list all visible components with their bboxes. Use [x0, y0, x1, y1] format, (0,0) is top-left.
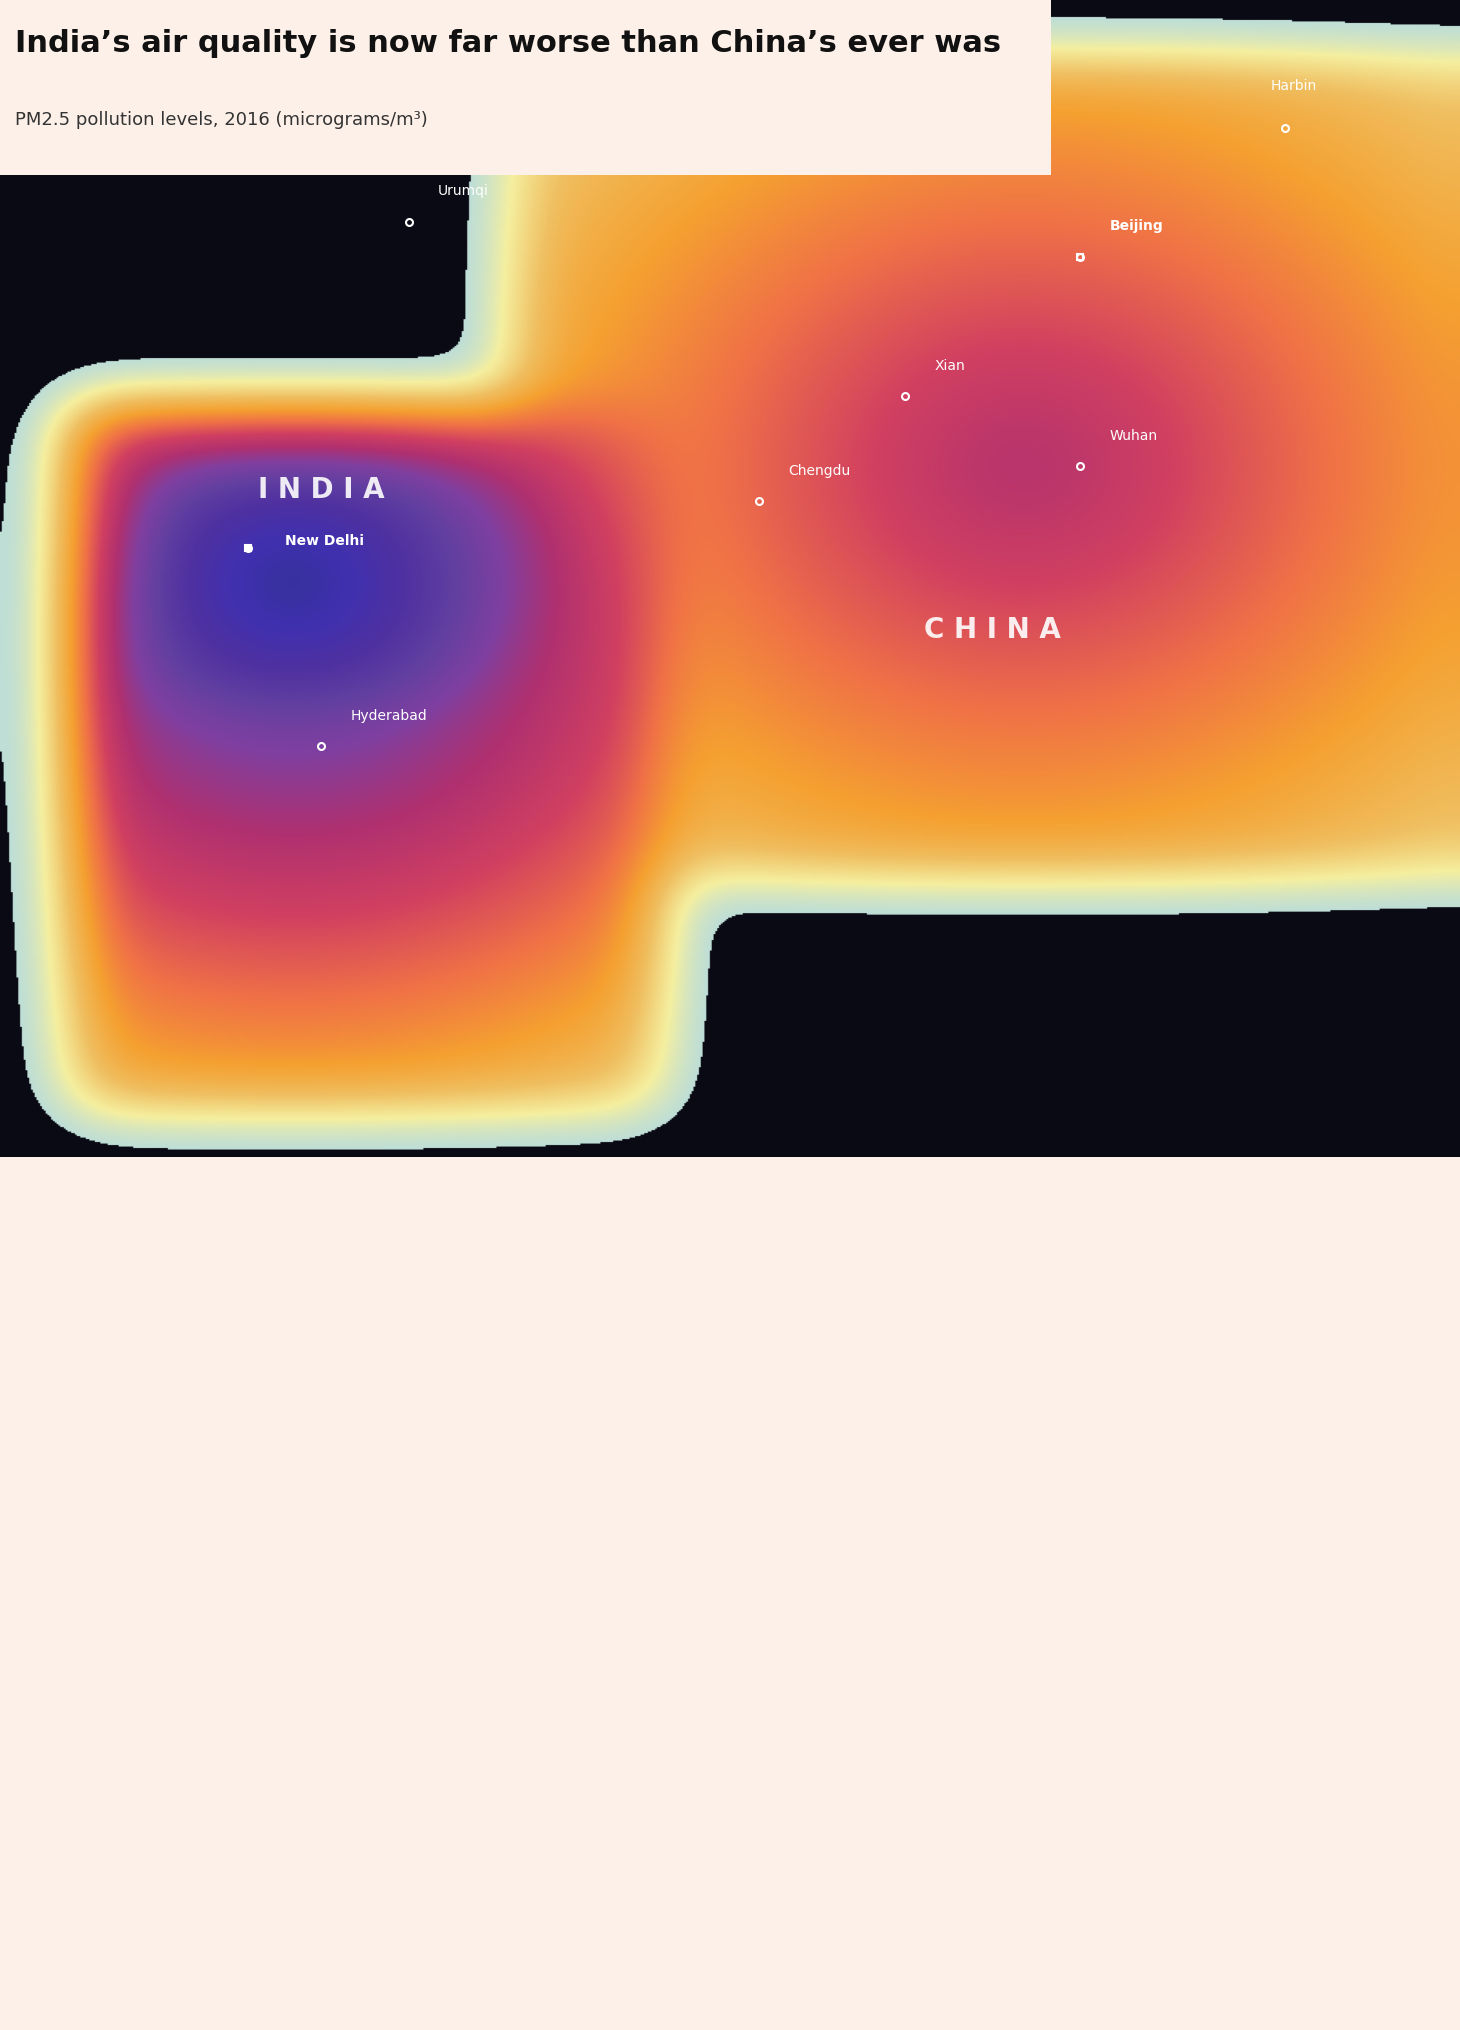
- Bar: [825, 1661, 866, 1943]
- Bar: [67, 1890, 108, 1943]
- Text: 4x: 4x: [1023, 1248, 1037, 1259]
- Text: 9x: 9x: [1286, 1248, 1301, 1259]
- Bar: [9, 1935, 50, 1943]
- Bar: [1267, 1267, 1320, 1322]
- Bar: [1177, 1876, 1218, 1943]
- Bar: [301, 1713, 342, 1943]
- Text: Hyderabad: Hyderabad: [350, 708, 428, 723]
- Text: © FT: © FT: [15, 2012, 48, 2026]
- Bar: [126, 1527, 166, 1943]
- Bar: [1372, 1267, 1425, 1322]
- Bar: [950, 1267, 1003, 1322]
- Bar: [359, 1819, 400, 1943]
- Bar: [898, 1267, 950, 1322]
- Bar: [1057, 1267, 1110, 1322]
- Bar: [594, 1778, 635, 1943]
- Bar: [418, 1839, 460, 1943]
- Bar: [1410, 1941, 1451, 1943]
- Bar: [1294, 1935, 1334, 1943]
- Text: I N D I A: I N D I A: [258, 475, 384, 503]
- Text: C H I N A: C H I N A: [924, 615, 1061, 644]
- Text: China: China: [793, 1271, 848, 1291]
- Text: New Delhi: New Delhi: [285, 534, 364, 548]
- Text: Chengdu: Chengdu: [788, 465, 851, 479]
- Bar: [1118, 1819, 1159, 1943]
- Bar: [1235, 1914, 1276, 1943]
- Bar: [536, 1790, 577, 1943]
- Text: % above the
WHO’s safe limit: % above the WHO’s safe limit: [448, 1683, 564, 1715]
- Bar: [1352, 1941, 1393, 1943]
- FancyBboxPatch shape: [0, 0, 1051, 175]
- Bar: [653, 1839, 694, 1943]
- Text: Harbin: Harbin: [1270, 79, 1317, 93]
- Bar: [942, 1427, 983, 1943]
- Bar: [845, 1267, 898, 1322]
- Text: Wuhan: Wuhan: [1110, 428, 1158, 443]
- Bar: [1162, 1267, 1215, 1322]
- Text: Xian: Xian: [934, 359, 965, 374]
- Text: PM2.5 pollution levels, 2016 (micrograms/m³): PM2.5 pollution levels, 2016 (micrograms…: [15, 112, 428, 128]
- Bar: [1110, 1267, 1162, 1322]
- Bar: [477, 1790, 518, 1943]
- Bar: [1003, 1267, 1057, 1322]
- Text: 0x: 0x: [813, 1248, 826, 1259]
- Bar: [766, 1906, 807, 1943]
- Text: India’s air quality is now far worse than China’s ever was: India’s air quality is now far worse tha…: [15, 28, 1000, 59]
- Text: 3x: 3x: [971, 1248, 984, 1259]
- Text: 7x: 7x: [1181, 1248, 1194, 1259]
- Text: 6x: 6x: [1129, 1248, 1142, 1259]
- Text: Urumqi: Urumqi: [438, 185, 489, 199]
- Bar: [1000, 1608, 1042, 1943]
- Text: 11x: 11x: [1388, 1248, 1409, 1259]
- Bar: [1215, 1267, 1267, 1322]
- Text: 5x: 5x: [1076, 1248, 1089, 1259]
- Text: Sources: Nasa Socioeconomic Data and Applications Center; UN; European Commissio: Sources: Nasa Socioeconomic Data and App…: [15, 1983, 752, 1995]
- Text: Number of times above the WHO’s safe limit*: Number of times above the WHO’s safe lim…: [793, 1212, 1111, 1226]
- Bar: [793, 1267, 845, 1322]
- Text: % above the
WHO’s safe limit: % above the WHO’s safe limit: [1206, 1683, 1321, 1715]
- Bar: [1060, 1522, 1101, 1943]
- Text: 2x: 2x: [918, 1248, 931, 1259]
- Bar: [1320, 1267, 1372, 1322]
- Text: *PM2.5 value of 10 micrograms per cubic metre, annual average: *PM2.5 value of 10 micrograms per cubic …: [15, 1957, 447, 1969]
- Text: Beijing: Beijing: [1110, 219, 1164, 233]
- Text: 8x: 8x: [1234, 1248, 1247, 1259]
- Text: 10x: 10x: [1336, 1248, 1356, 1259]
- Text: 1x: 1x: [866, 1248, 879, 1259]
- Bar: [184, 1354, 225, 1943]
- Bar: [242, 1575, 283, 1943]
- Bar: [883, 1350, 924, 1943]
